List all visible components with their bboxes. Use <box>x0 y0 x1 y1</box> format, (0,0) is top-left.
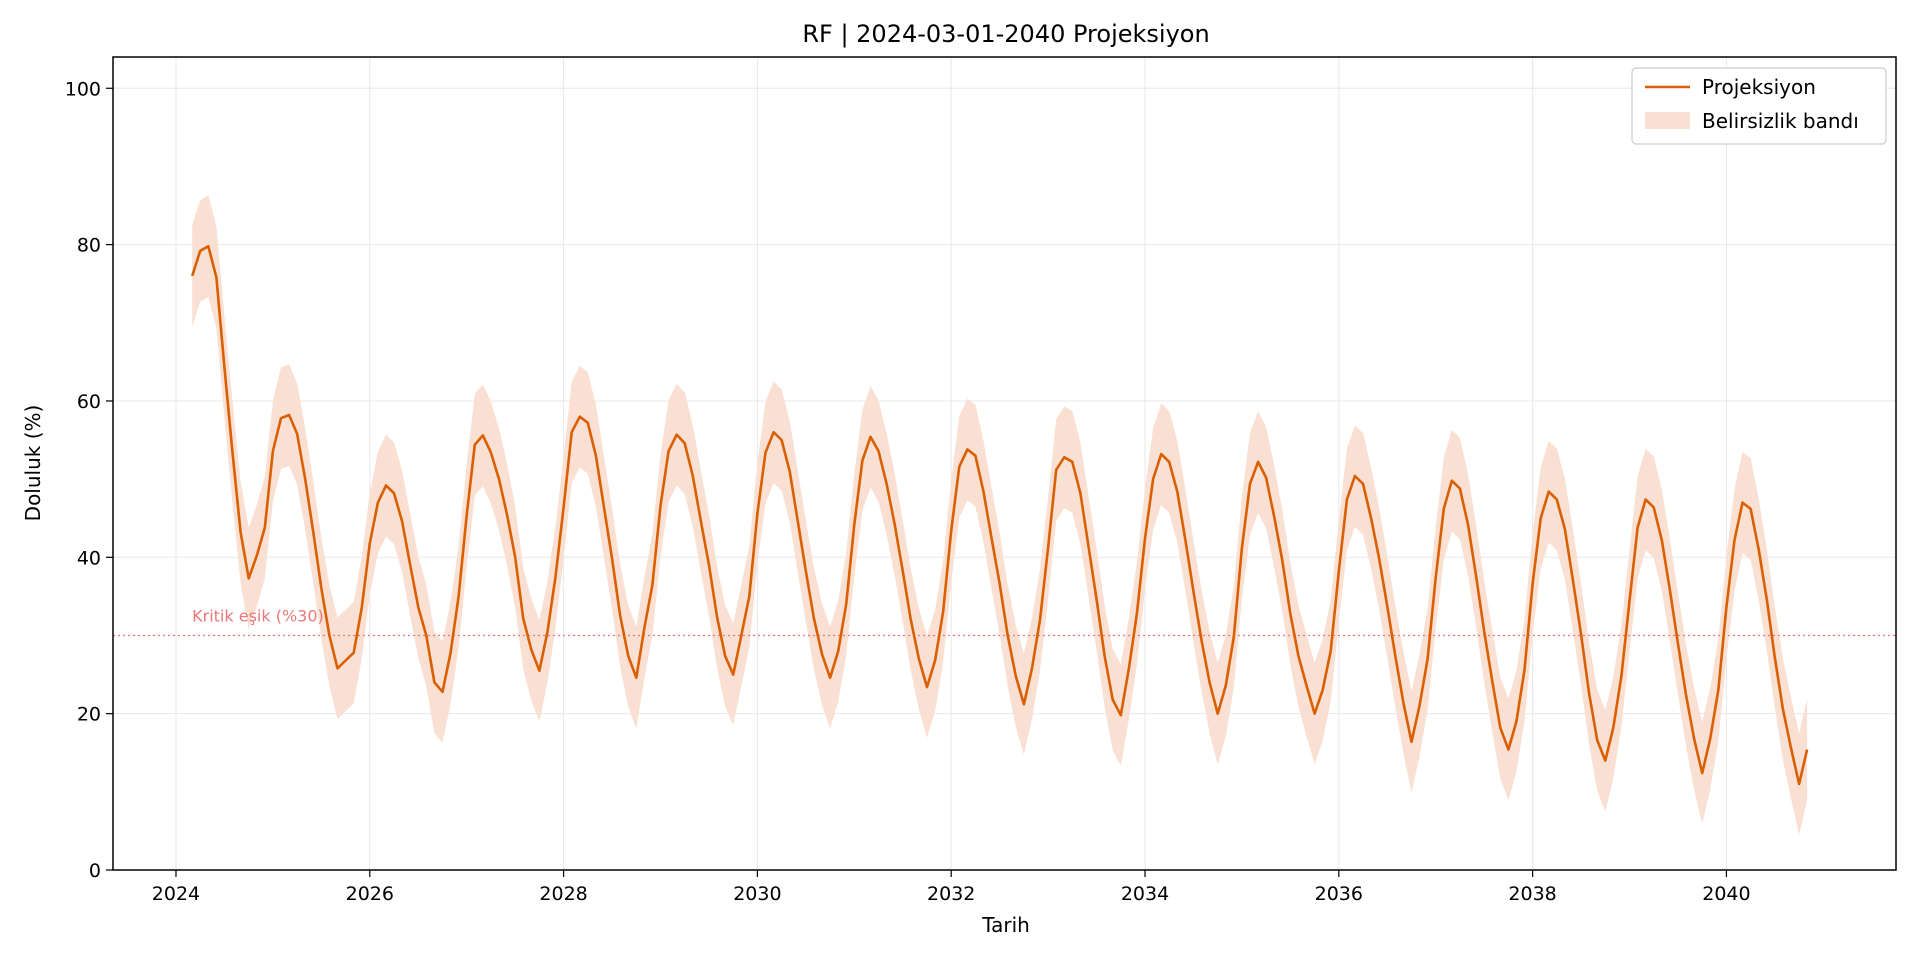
x-tick-label: 2024 <box>152 883 200 905</box>
y-tick-label: 100 <box>65 78 101 100</box>
threshold-layer: Kritik eşik (%30) <box>113 606 1896 637</box>
x-axis-label: Tarih <box>981 913 1030 937</box>
chart-title: RF | 2024-03-01-2040 Projeksiyon <box>802 20 1209 48</box>
projection-line <box>190 244 1809 786</box>
y-axis: 0 20 40 60 80 100 <box>65 78 113 882</box>
x-tick-label: 2036 <box>1315 883 1363 905</box>
legend-box <box>1631 67 1887 145</box>
y-tick-label: 80 <box>77 235 101 257</box>
x-tick-label: 2032 <box>927 883 975 905</box>
threshold-label: Kritik eşik (%30) <box>192 606 324 625</box>
x-tick-label: 2040 <box>1702 883 1750 905</box>
x-tick-label: 2030 <box>733 883 781 905</box>
legend-label-projeksiyon: Projeksiyon <box>1702 75 1816 99</box>
legend-label-belirsizlik: Belirsizlik bandı <box>1702 109 1859 133</box>
x-tick-label: 2028 <box>539 883 587 905</box>
y-tick-label: 0 <box>89 860 101 882</box>
x-tick-label: 2034 <box>1121 883 1169 905</box>
x-axis: 2024 2026 2028 2030 2032 2034 2036 2038 2040 <box>152 870 1751 905</box>
y-tick-label: 20 <box>77 704 101 726</box>
plot-frame <box>112 56 1897 871</box>
uncertainty-band <box>192 195 1808 835</box>
projection-line-layer <box>190 244 1809 786</box>
x-tick-label: 2026 <box>346 883 394 905</box>
x-tick-label: 2038 <box>1508 883 1556 905</box>
legend-band-swatch <box>1645 112 1690 129</box>
y-tick-label: 60 <box>77 391 101 413</box>
legend: Projeksiyon Belirsizlik bandı <box>1631 67 1887 145</box>
y-tick-label: 40 <box>77 547 101 569</box>
y-axis-label: Doluluk (%) <box>21 405 45 522</box>
uncertainty-band-layer <box>192 195 1808 835</box>
